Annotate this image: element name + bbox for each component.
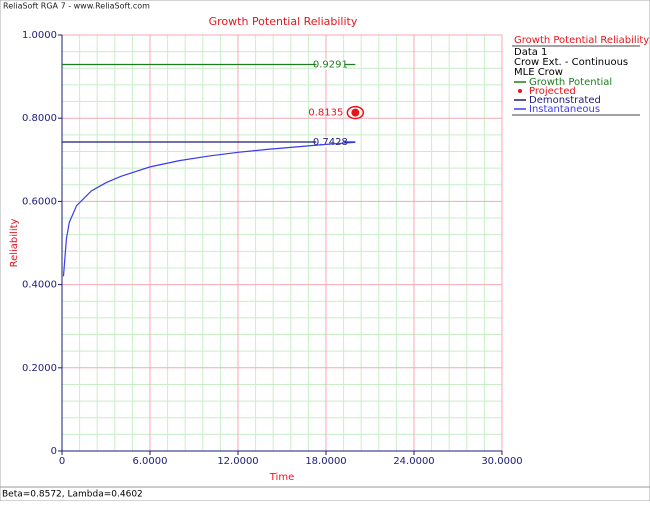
y-axis-label: Reliability <box>9 218 20 267</box>
projected-ring <box>346 105 365 120</box>
legend: Growth Potential Reliability <box>512 35 649 47</box>
x-tick-label: 24.0000 <box>393 456 434 467</box>
legend-text: Data 1 <box>514 47 547 58</box>
x-tick-label: 6.0000 <box>133 456 168 467</box>
projected-point <box>351 108 360 117</box>
y-tick-label: 0.6000 <box>22 196 57 207</box>
legend-symbol <box>518 89 522 93</box>
x-tick-label: 30.0000 <box>481 456 522 467</box>
x-tick-label: 0 <box>59 456 65 467</box>
data-label: 0.7428 <box>313 137 348 148</box>
plot-area <box>62 35 502 451</box>
app-title: ReliaSoft RGA 7 - www.ReliaSoft.com <box>3 2 150 11</box>
y-tick-label: 1.0000 <box>22 30 57 41</box>
legend-title: Growth Potential Reliability <box>514 35 649 46</box>
y-tick-label: 0.2000 <box>22 363 57 374</box>
data-label: 0.8135 <box>308 108 343 119</box>
x-tick-label: 18.0000 <box>305 456 346 467</box>
x-tick-label: 12.0000 <box>217 456 258 467</box>
legend-entry: Instantaneous <box>529 104 600 115</box>
legend-text: Crow Ext. - Continuous <box>514 57 628 68</box>
y-tick-label: 0.4000 <box>22 280 57 291</box>
data-label: 0.9291 <box>313 59 348 70</box>
legend-entry: Projected <box>529 86 576 97</box>
series-line <box>62 141 356 277</box>
y-tick-label: 0.8000 <box>22 113 57 124</box>
y-tick-label: 0 <box>51 446 57 457</box>
legend-entry: Growth Potential <box>529 77 612 88</box>
footer-text: Beta=0.8572, Lambda=0.4602 <box>2 490 143 500</box>
x-axis-label: Time <box>269 472 294 483</box>
legend-text: MLE Crow <box>514 67 563 78</box>
chart-title: Growth Potential Reliability <box>209 15 358 28</box>
data-label-bg <box>316 136 345 147</box>
legend-entry: Demonstrated <box>529 95 601 106</box>
data-label-bg <box>316 59 345 70</box>
